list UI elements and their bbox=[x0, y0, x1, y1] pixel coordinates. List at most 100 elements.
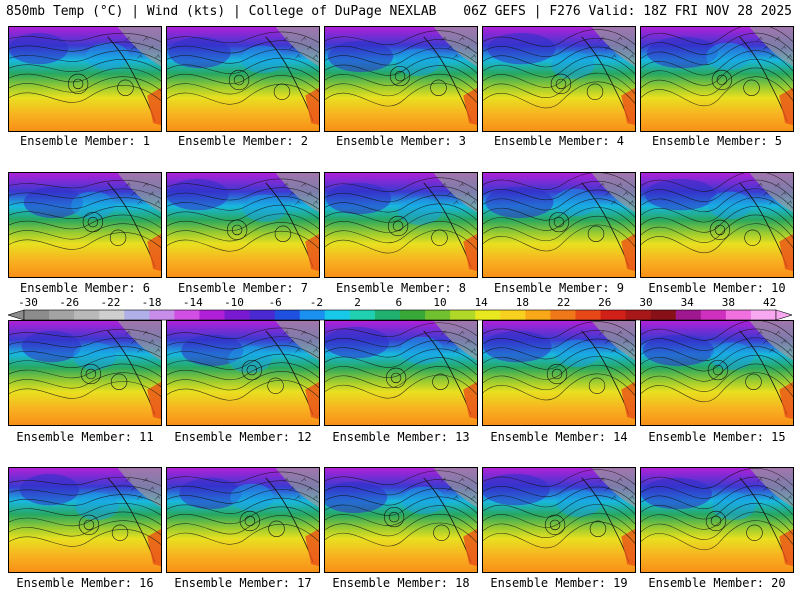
ensemble-member-label: Ensemble Member: 20 bbox=[648, 576, 786, 590]
run-valid-time: 06Z GEFS | F276 Valid: 18Z FRI NOV 28 20… bbox=[463, 4, 792, 19]
colorbar-swatch bbox=[600, 310, 627, 320]
ensemble-member-label: Ensemble Member: 10 bbox=[648, 281, 786, 295]
colorbar-swatch bbox=[174, 310, 200, 320]
temperature-wind-field bbox=[325, 27, 477, 131]
colorbar-swatch bbox=[400, 310, 426, 320]
colorbar-tick-label: -18 bbox=[141, 296, 162, 309]
colorbar-swatch bbox=[425, 310, 451, 320]
ensemble-member-map bbox=[640, 172, 794, 278]
colorbar-swatch bbox=[475, 310, 501, 320]
colorbar-tick-label: -6 bbox=[268, 296, 282, 309]
ensemble-member-label: Ensemble Member: 16 bbox=[16, 576, 154, 590]
temperature-wind-field bbox=[9, 321, 161, 425]
temperature-wind-field bbox=[167, 321, 319, 425]
colorbar-tick-label: 18 bbox=[515, 296, 530, 309]
colorbar-tick-label: -2 bbox=[309, 296, 324, 309]
ensemble-member-map bbox=[324, 467, 478, 573]
ensemble-member-map bbox=[482, 320, 636, 426]
colorbar-swatch bbox=[625, 310, 652, 320]
ensemble-member-map bbox=[324, 320, 478, 426]
ensemble-member-label: Ensemble Member: 4 bbox=[493, 134, 625, 148]
temperature-wind-field bbox=[641, 468, 793, 572]
colorbar-swatch bbox=[299, 310, 326, 320]
ensemble-member-label: Ensemble Member: 8 bbox=[335, 281, 467, 295]
colorbar-tick-label: -30 bbox=[18, 296, 38, 309]
colorbar-swatch bbox=[675, 310, 702, 320]
colorbar-tick-label: -22 bbox=[100, 296, 121, 309]
colorbar-tick-label: 22 bbox=[556, 296, 571, 309]
temperature-wind-field bbox=[167, 173, 319, 277]
temperature-wind-field bbox=[325, 468, 477, 572]
colorbar-swatch bbox=[700, 310, 727, 320]
colorbar-swatch bbox=[374, 310, 401, 320]
ensemble-member-map bbox=[482, 26, 636, 132]
temperature-wind-field bbox=[9, 173, 161, 277]
colorbar-tick-label: 34 bbox=[680, 296, 694, 309]
colorbar-swatch bbox=[324, 310, 351, 320]
colorbar-swatch bbox=[575, 310, 602, 320]
ensemble-member-map bbox=[8, 26, 162, 132]
temperature-wind-field bbox=[641, 321, 793, 425]
ensemble-member-label: Ensemble Member: 7 bbox=[177, 281, 309, 295]
colorbar-swatch bbox=[525, 310, 551, 320]
ensemble-member-label: Ensemble Member: 2 bbox=[177, 134, 309, 148]
ensemble-member-map bbox=[166, 467, 320, 573]
temperature-wind-field bbox=[483, 321, 635, 425]
ensemble-member-label: Ensemble Member: 9 bbox=[493, 281, 625, 295]
colorbar-tick-label: 30 bbox=[639, 296, 653, 309]
ensemble-member-map bbox=[482, 172, 636, 278]
temperature-wind-field bbox=[483, 173, 635, 277]
ensemble-member-label: Ensemble Member: 12 bbox=[174, 430, 312, 444]
ensemble-member-label: Ensemble Member: 15 bbox=[648, 430, 786, 444]
colorbar-swatch bbox=[274, 310, 301, 320]
ensemble-member-label: Ensemble Member: 19 bbox=[490, 576, 628, 590]
temperature-colorbar bbox=[8, 309, 792, 321]
temperature-wind-field bbox=[325, 173, 477, 277]
colorbar-swatch bbox=[550, 310, 576, 320]
colorbar-swatch bbox=[74, 310, 100, 320]
ensemble-member-label: Ensemble Member: 11 bbox=[16, 430, 154, 444]
ensemble-member-map bbox=[166, 172, 320, 278]
colorbar-tick-label: 14 bbox=[474, 296, 488, 309]
temperature-wind-field bbox=[483, 468, 635, 572]
colorbar-swatch bbox=[249, 310, 276, 320]
colorbar-tick-label: 26 bbox=[598, 296, 612, 309]
colorbar-tick-label: -26 bbox=[59, 296, 80, 309]
ensemble-member-map bbox=[482, 467, 636, 573]
colorbar-tick-label: 2 bbox=[354, 296, 361, 309]
temperature-wind-field bbox=[167, 468, 319, 572]
colorbar-swatch bbox=[500, 310, 526, 320]
colorbar-tick-label: 10 bbox=[433, 296, 447, 309]
temperature-wind-field bbox=[9, 468, 161, 572]
colorbar-swatch bbox=[750, 310, 777, 320]
ensemble-member-map bbox=[8, 320, 162, 426]
ensemble-member-map bbox=[8, 467, 162, 573]
ensemble-member-label: Ensemble Member: 18 bbox=[332, 576, 470, 590]
ensemble-member-map bbox=[640, 467, 794, 573]
temperature-wind-field bbox=[641, 173, 793, 277]
temperature-wind-field bbox=[9, 27, 161, 131]
ensemble-member-label: Ensemble Member: 17 bbox=[174, 576, 312, 590]
ensemble-member-map bbox=[640, 320, 794, 426]
colorbar-arrow-left bbox=[8, 309, 25, 321]
colorbar-swatch bbox=[49, 310, 75, 320]
colorbar-tick-label: 6 bbox=[395, 296, 403, 309]
colorbar-swatch bbox=[725, 310, 752, 320]
ensemble-member-label: Ensemble Member: 14 bbox=[490, 430, 628, 444]
colorbar-tick-label: 38 bbox=[721, 296, 736, 309]
colorbar-swatch bbox=[650, 310, 677, 320]
ensemble-member-map bbox=[324, 26, 478, 132]
ensemble-member-label: Ensemble Member: 13 bbox=[332, 430, 470, 444]
colorbar-swatch bbox=[24, 310, 50, 320]
temperature-wind-field bbox=[325, 321, 477, 425]
ensemble-member-label: Ensemble Member: 5 bbox=[651, 134, 783, 148]
ensemble-member-map bbox=[8, 172, 162, 278]
temperature-wind-field bbox=[483, 27, 635, 131]
temperature-wind-field bbox=[167, 27, 319, 131]
colorbar-tick-label: -10 bbox=[224, 296, 244, 309]
ensemble-member-label: Ensemble Member: 1 bbox=[19, 134, 151, 148]
colorbar-arrow-right bbox=[775, 309, 792, 321]
colorbar-swatch bbox=[149, 310, 175, 320]
colorbar-swatch bbox=[99, 310, 125, 320]
ensemble-member-label: Ensemble Member: 3 bbox=[335, 134, 467, 148]
